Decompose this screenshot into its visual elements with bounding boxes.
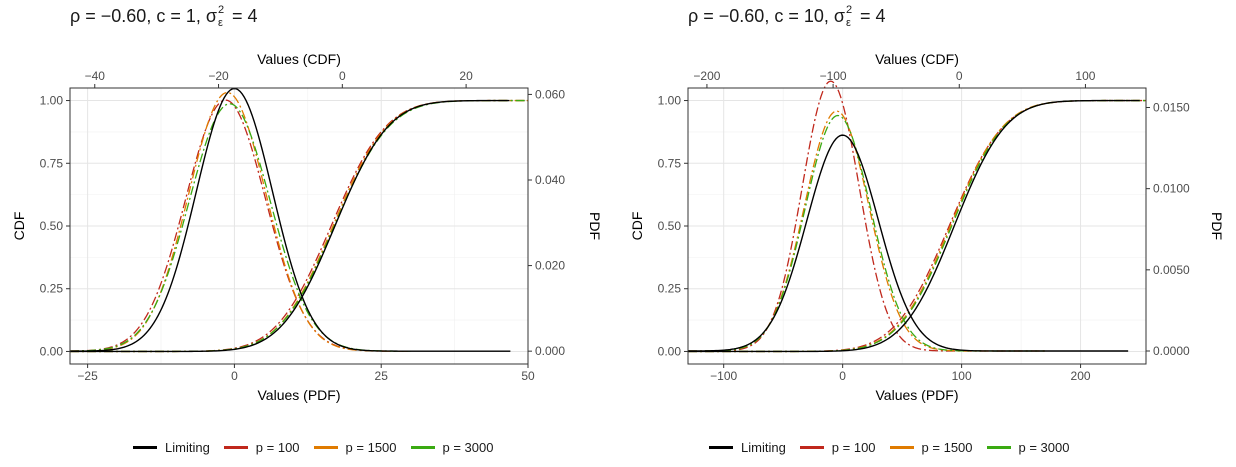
pdf-series-line-p-100 xyxy=(688,80,1045,352)
y-tick-label-left: 1.00 xyxy=(658,94,682,108)
title-sigma: σ xyxy=(833,6,845,26)
title-rest: = 4 xyxy=(855,6,886,26)
x-tick-label-bottom: 0 xyxy=(839,369,846,383)
y-tick-label-left: 0.75 xyxy=(40,156,64,170)
y-tick-label-right: 0.0050 xyxy=(1153,263,1190,277)
x-tick-label-top: −40 xyxy=(85,69,106,83)
x-tick-label-top: 100 xyxy=(1075,69,1095,83)
legend-label: p = 1500 xyxy=(345,439,397,455)
x-axis-label-top: Values (CDF) xyxy=(875,51,959,67)
x-axis-label-bottom: Values (PDF) xyxy=(258,387,341,403)
legend: Limiting p = 100 p = 1500 p = 3000 xyxy=(709,437,1083,457)
title-c: c = 1 xyxy=(156,6,196,26)
pdf-series-line-p-1500 xyxy=(688,110,1045,352)
pdf-series-line-limiting xyxy=(688,134,1129,352)
x-tick-label-bottom: −100 xyxy=(710,369,737,383)
legend-label: p = 1500 xyxy=(921,439,973,455)
legend-swatch xyxy=(133,445,157,449)
legend-item: p = 1500 xyxy=(889,439,973,455)
grid xyxy=(70,88,529,364)
y-tick-label-left: 0.25 xyxy=(658,282,682,296)
title-sup: 2 xyxy=(217,4,225,16)
x-tick-label-bottom: −25 xyxy=(77,369,98,383)
legend-swatch xyxy=(889,445,914,449)
legend-item: p = 3000 xyxy=(410,439,494,455)
legend-item: p = 1500 xyxy=(313,439,397,455)
legend-item: p = 3000 xyxy=(986,439,1070,455)
y-tick-label-right: 0.060 xyxy=(535,87,565,101)
legend-label: p = 100 xyxy=(255,439,300,455)
legend-label: Limiting xyxy=(741,439,786,455)
cdf-series-line-limiting xyxy=(688,99,1140,353)
legend-swatch xyxy=(709,445,733,449)
legend-item: p = 100 xyxy=(799,439,876,455)
x-tick-label-bottom: 25 xyxy=(375,369,389,383)
legend-label: p = 100 xyxy=(831,439,876,455)
y-tick-label-left: 0.75 xyxy=(658,156,682,170)
title-rho: ρ = −0.60 xyxy=(70,6,147,26)
legend-label: p = 3000 xyxy=(1018,439,1070,455)
y-axis-label-right: PDF xyxy=(587,212,603,240)
x-tick-label-top: 0 xyxy=(339,69,346,83)
y-tick-label-right: 0.020 xyxy=(535,259,565,273)
legend-label: Limiting xyxy=(165,439,210,455)
x-tick-label-top: −100 xyxy=(820,69,847,83)
y-axis-label-left: CDF xyxy=(629,212,645,241)
legend: Limiting p = 100 p = 1500 p = 3000 xyxy=(133,437,507,457)
title-sigma: σ xyxy=(205,6,217,26)
y-tick-label-right: 0.0150 xyxy=(1153,100,1190,114)
x-tick-label-top: −20 xyxy=(208,69,229,83)
chart-svg: −100 0 100 200 −200 −100 0 100 0.00 0.25 0.50 0.75 1… xyxy=(629,51,1225,403)
title-rho: ρ = −0.60 xyxy=(688,6,765,26)
pdf-series-line-p-3000 xyxy=(69,103,411,352)
y-axis-label-right: PDF xyxy=(1209,212,1225,240)
y-axis-label-left: CDF xyxy=(11,212,27,241)
y-tick-label-right: 0.040 xyxy=(535,173,565,187)
legend-label: p = 3000 xyxy=(442,439,494,455)
x-axis-label-top: Values (CDF) xyxy=(257,51,341,67)
title-sup: 2 xyxy=(846,4,853,16)
legend-swatch xyxy=(799,445,824,449)
y-tick-label-right: 0.0100 xyxy=(1153,182,1190,196)
y-tick-label-left: 0.00 xyxy=(40,344,64,358)
y-tick-label-left: 0.50 xyxy=(658,219,682,233)
y-tick-label-left: 1.00 xyxy=(40,94,64,108)
title-sub: ε xyxy=(217,17,223,29)
x-tick-label-top: −200 xyxy=(693,69,720,83)
chart-svg: −25 0 25 50 −40 −20 0 20 0.00 0.25 0.50 0.75 1.00 0.0… xyxy=(11,51,603,403)
x-axis-label-bottom: Values (PDF) xyxy=(876,387,959,403)
grid xyxy=(688,88,1146,364)
y-tick-label-right: 0.0000 xyxy=(1153,344,1190,358)
cdf-series-line-limiting xyxy=(70,99,510,353)
title-sub: ε xyxy=(846,17,851,29)
pdf-series-line-p-1500 xyxy=(69,91,411,352)
y-tick-label-left: 0.00 xyxy=(658,344,682,358)
pdf-series-line-p-3000 xyxy=(687,114,1045,352)
x-tick-label-bottom: 0 xyxy=(231,369,238,383)
legend-swatch xyxy=(986,445,1011,449)
y-tick-label-left: 0.25 xyxy=(40,282,64,296)
legend-swatch xyxy=(223,445,248,449)
x-tick-label-bottom: 50 xyxy=(521,369,535,383)
title-c: c = 10 xyxy=(774,6,824,26)
pdf-series-line-limiting xyxy=(69,87,511,352)
x-tick-label-bottom: 200 xyxy=(1071,369,1091,383)
legend-item: Limiting xyxy=(709,440,786,455)
x-tick-label-top: 20 xyxy=(459,69,473,83)
legend-swatch xyxy=(410,445,435,449)
y-tick-label-left: 0.50 xyxy=(40,219,64,233)
legend-item: Limiting xyxy=(133,440,210,455)
legend-swatch xyxy=(313,445,338,449)
legend-item: p = 100 xyxy=(223,439,300,455)
title-rest: = 4 xyxy=(226,6,258,26)
x-tick-label-top: 0 xyxy=(956,69,963,83)
y-tick-label-right: 0.000 xyxy=(535,344,565,358)
x-tick-label-bottom: 100 xyxy=(952,369,972,383)
